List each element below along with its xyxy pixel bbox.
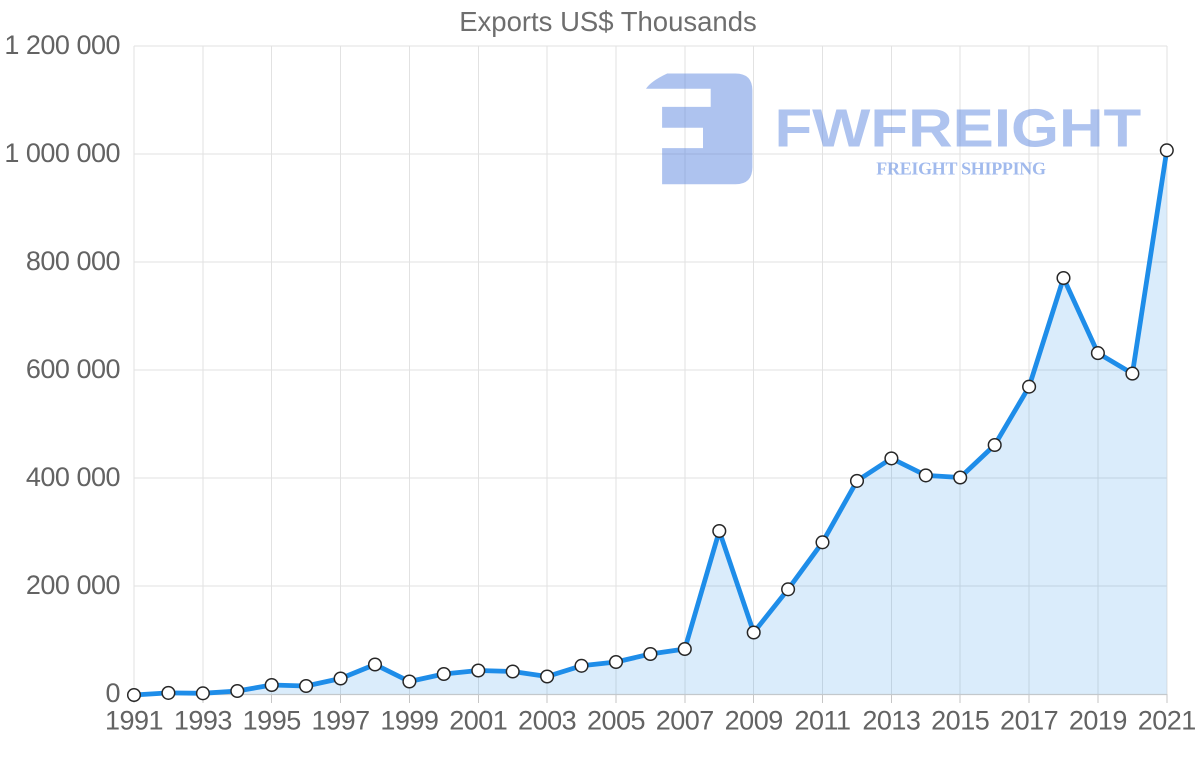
svg-text:2007: 2007 [656, 706, 714, 736]
svg-text:1993: 1993 [174, 706, 232, 736]
svg-text:200 000: 200 000 [26, 570, 120, 600]
svg-text:1999: 1999 [380, 706, 438, 736]
svg-text:Exports US$ Thousands: Exports US$ Thousands [459, 6, 757, 37]
svg-text:1997: 1997 [312, 706, 370, 736]
svg-text:2003: 2003 [518, 706, 576, 736]
svg-text:2009: 2009 [725, 706, 783, 736]
svg-text:1 200 000: 1 200 000 [4, 30, 120, 60]
svg-text:2021: 2021 [1138, 706, 1196, 736]
svg-text:1 000 000: 1 000 000 [4, 138, 120, 168]
svg-text:400 000: 400 000 [26, 462, 120, 492]
svg-text:1995: 1995 [243, 706, 301, 736]
svg-text:2005: 2005 [587, 706, 645, 736]
svg-text:600 000: 600 000 [26, 354, 120, 384]
svg-text:1991: 1991 [105, 706, 163, 736]
svg-text:2001: 2001 [449, 706, 507, 736]
svg-text:2011: 2011 [794, 706, 850, 736]
svg-text:800 000: 800 000 [26, 246, 120, 276]
svg-text:FWFREIGHT: FWFREIGHT [775, 99, 1142, 159]
svg-text:FREIGHT SHIPPING: FREIGHT SHIPPING [876, 159, 1046, 179]
svg-text:2019: 2019 [1069, 706, 1127, 736]
svg-text:2015: 2015 [931, 706, 989, 736]
svg-text:2013: 2013 [862, 706, 920, 736]
svg-text:2017: 2017 [1000, 706, 1058, 736]
svg-text:0: 0 [105, 678, 120, 708]
